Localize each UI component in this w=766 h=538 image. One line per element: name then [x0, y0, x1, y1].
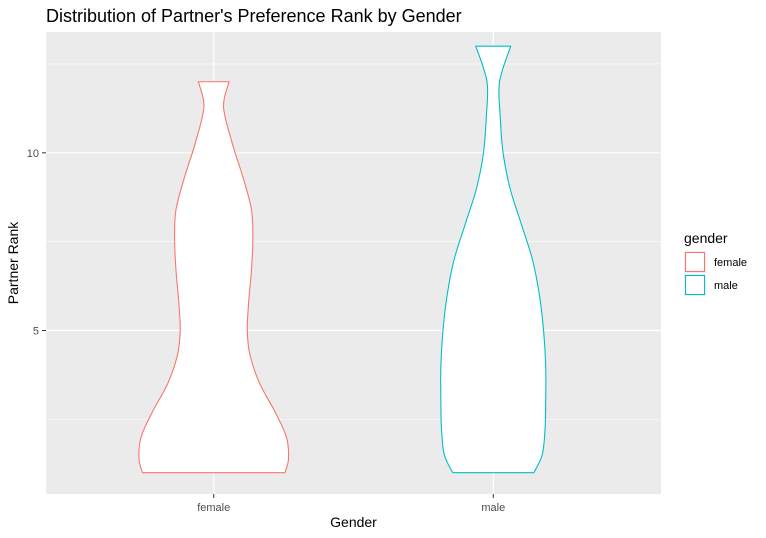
legend-title: gender — [684, 230, 728, 246]
legend-label-male: male — [714, 280, 738, 292]
legend-entries: female male — [684, 251, 747, 296]
x-tick-label-female: female — [197, 502, 230, 514]
x-axis-title: Gender — [330, 514, 377, 530]
plot-panel — [46, 32, 661, 494]
legend-key-male — [684, 274, 706, 296]
y-axis-ticks: 5 10 — [27, 148, 46, 338]
violin-male — [440, 45, 547, 474]
violin-female — [138, 81, 290, 474]
y-tick-label: 5 — [33, 326, 39, 338]
x-axis-ticks: female male — [197, 494, 505, 514]
legend-label-female: female — [714, 257, 747, 269]
violin-layer — [138, 45, 547, 474]
chart-title: Distribution of Partner's Preference Ran… — [46, 6, 462, 26]
y-axis-title: Partner Rank — [5, 221, 21, 304]
legend: gender female male — [684, 230, 747, 296]
legend-key-female — [684, 251, 706, 273]
x-tick-label-male: male — [481, 502, 505, 514]
y-tick-label: 10 — [27, 148, 39, 160]
